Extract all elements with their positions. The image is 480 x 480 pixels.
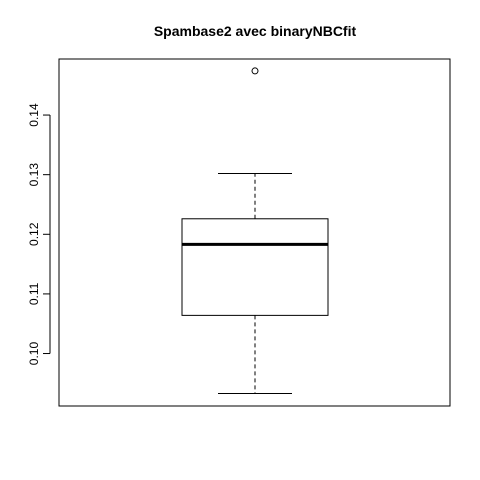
- outlier-point: [251, 67, 259, 75]
- y-tick-label: 0.12: [27, 222, 41, 246]
- y-tick-label: 0.14: [27, 103, 41, 127]
- chart-title: Spambase2 avec binaryNBCfit: [154, 23, 357, 39]
- y-tick-label: 0.13: [27, 163, 41, 187]
- y-tick-label: 0.11: [27, 282, 41, 305]
- y-axis: 0.10 0.11 0.12 0.13 0.14: [27, 103, 51, 366]
- box-plot: [181, 67, 329, 394]
- y-tick-label: 0.10: [27, 342, 41, 366]
- plot-frame: [58, 58, 451, 407]
- iqr-box: [181, 218, 329, 316]
